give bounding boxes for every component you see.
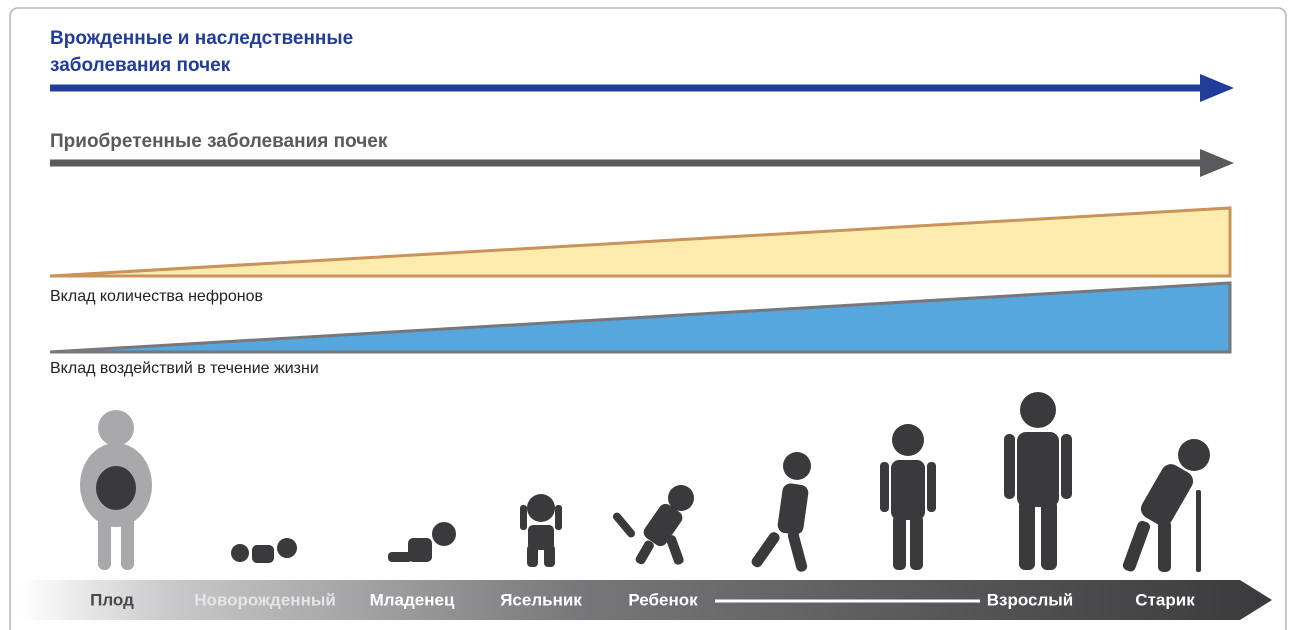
figure-elder (1121, 439, 1210, 573)
stage-label: Ребенок (628, 590, 698, 609)
figure-adult (1004, 392, 1072, 570)
page: Врожденные и наследственные заболевания … (0, 0, 1296, 630)
figure-fetus (80, 410, 152, 570)
figure-newborn (231, 538, 297, 563)
stage-label: Плод (90, 590, 134, 609)
wedge-label: Вклад воздействий в течение жизни (50, 360, 319, 377)
diagram: Врожденные и наследственные заболевания … (0, 0, 1296, 630)
arrow-head (1200, 74, 1234, 102)
nephron-wedge (50, 208, 1230, 276)
figure-teen (880, 424, 936, 570)
stage-label: Новорожденный (194, 590, 336, 609)
arrow-head (1200, 149, 1234, 177)
congenital-title-line: Врожденные и наследственные (50, 28, 353, 49)
wedge-label: Вклад количества нефронов (50, 288, 263, 305)
stage-label: Старик (1135, 590, 1195, 609)
figure-child (611, 485, 694, 566)
stage-label: Ясельник (500, 590, 582, 609)
congenital-title-line: заболевания почек (50, 55, 231, 76)
acquired-title: Приобретенные заболевания почек (50, 131, 388, 152)
figure-youth (750, 452, 811, 573)
stage-label: Младенец (370, 590, 455, 609)
stage-label: Взрослый (987, 590, 1074, 609)
figure-baby (388, 522, 456, 562)
figure-toddler (520, 494, 562, 567)
